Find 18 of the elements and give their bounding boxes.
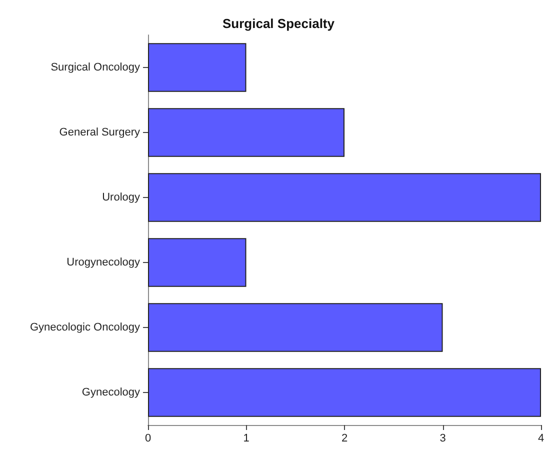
bar bbox=[148, 303, 443, 352]
x-tick-label: 2 bbox=[341, 432, 348, 444]
y-tick-label: Surgical Oncology bbox=[50, 62, 140, 74]
y-tick-label: Urology bbox=[102, 192, 140, 204]
x-tick-label: 4 bbox=[538, 432, 544, 444]
bar bbox=[148, 238, 246, 287]
bar bbox=[148, 368, 541, 417]
bar bbox=[148, 108, 344, 157]
chart-title: Surgical Specialty bbox=[222, 16, 336, 31]
y-tick-label: Gynecologic Oncology bbox=[30, 322, 140, 334]
x-tick-label: 0 bbox=[144, 432, 152, 444]
y-tick-label: Gynecology bbox=[82, 386, 140, 398]
y-tick-label: General Surgery bbox=[59, 126, 140, 138]
x-tick-label: 3 bbox=[440, 432, 446, 444]
x-tick-label: 1 bbox=[243, 432, 250, 444]
bar bbox=[148, 173, 541, 222]
bar bbox=[148, 43, 246, 92]
y-tick-label: Urogynecology bbox=[66, 256, 140, 268]
